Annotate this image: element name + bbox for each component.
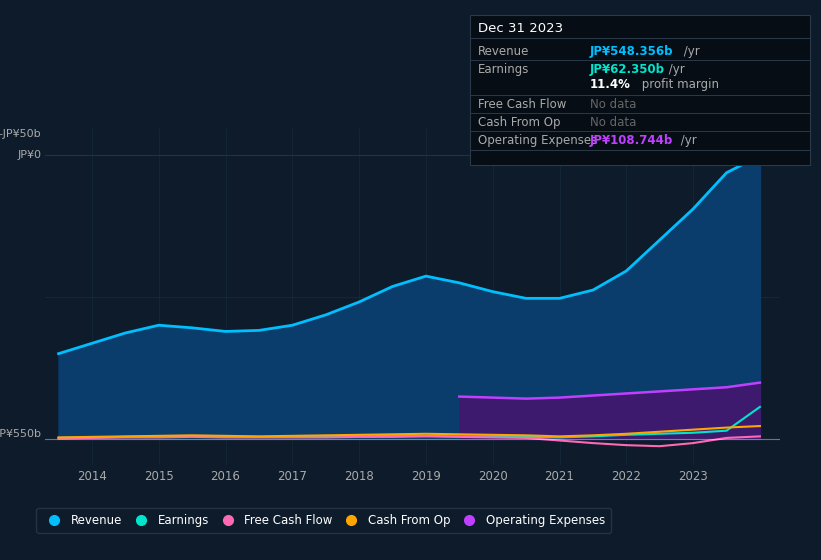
Text: /yr: /yr	[665, 63, 685, 76]
Text: Free Cash Flow: Free Cash Flow	[478, 98, 566, 111]
Text: Operating Expenses: Operating Expenses	[478, 134, 597, 147]
Text: No data: No data	[590, 116, 636, 129]
Text: JP¥108.744b: JP¥108.744b	[590, 134, 673, 147]
Legend: Revenue, Earnings, Free Cash Flow, Cash From Op, Operating Expenses: Revenue, Earnings, Free Cash Flow, Cash …	[36, 508, 611, 533]
Text: No data: No data	[590, 98, 636, 111]
Text: JP¥0: JP¥0	[17, 150, 42, 160]
Text: Earnings: Earnings	[478, 63, 530, 76]
Text: /yr: /yr	[680, 45, 699, 58]
Text: Cash From Op: Cash From Op	[478, 116, 561, 129]
Text: -JP¥50b: -JP¥50b	[0, 129, 42, 139]
Text: JP¥550b: JP¥550b	[0, 429, 42, 439]
Text: JP¥62.350b: JP¥62.350b	[590, 63, 665, 76]
Text: 11.4%: 11.4%	[590, 78, 631, 91]
Text: profit margin: profit margin	[638, 78, 719, 91]
Text: /yr: /yr	[677, 134, 697, 147]
Text: Dec 31 2023: Dec 31 2023	[478, 22, 563, 35]
Text: JP¥548.356b: JP¥548.356b	[590, 45, 673, 58]
Text: Revenue: Revenue	[478, 45, 530, 58]
